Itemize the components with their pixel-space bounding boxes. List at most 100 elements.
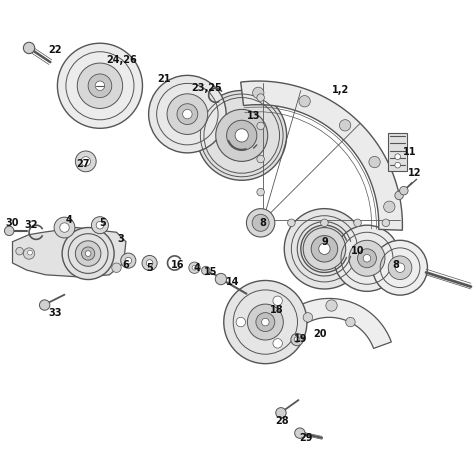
Text: 6: 6 bbox=[123, 260, 129, 270]
Circle shape bbox=[177, 104, 198, 125]
Circle shape bbox=[288, 219, 295, 227]
Circle shape bbox=[294, 337, 300, 342]
Circle shape bbox=[121, 253, 136, 268]
Circle shape bbox=[4, 226, 14, 236]
Circle shape bbox=[256, 313, 275, 331]
Circle shape bbox=[142, 255, 157, 271]
Text: 22: 22 bbox=[48, 46, 62, 55]
Circle shape bbox=[75, 241, 101, 266]
Circle shape bbox=[167, 94, 208, 135]
Circle shape bbox=[303, 313, 313, 322]
Circle shape bbox=[257, 94, 264, 101]
Circle shape bbox=[39, 300, 50, 310]
Circle shape bbox=[262, 318, 269, 326]
Circle shape bbox=[346, 318, 355, 327]
Circle shape bbox=[88, 74, 112, 98]
Circle shape bbox=[82, 247, 95, 260]
Polygon shape bbox=[241, 81, 402, 230]
Circle shape bbox=[257, 188, 264, 196]
Circle shape bbox=[334, 225, 400, 292]
Circle shape bbox=[23, 248, 35, 259]
Circle shape bbox=[382, 219, 390, 227]
Text: 32: 32 bbox=[25, 220, 38, 230]
Circle shape bbox=[75, 151, 96, 172]
Circle shape bbox=[81, 156, 91, 166]
Text: 14: 14 bbox=[226, 277, 239, 287]
Circle shape bbox=[257, 155, 264, 163]
Text: 27: 27 bbox=[77, 159, 90, 169]
Circle shape bbox=[112, 263, 121, 273]
Circle shape bbox=[16, 247, 23, 255]
Circle shape bbox=[400, 186, 408, 195]
Text: 5: 5 bbox=[99, 218, 106, 228]
Circle shape bbox=[349, 240, 385, 276]
Circle shape bbox=[60, 223, 69, 232]
Circle shape bbox=[27, 250, 32, 255]
Circle shape bbox=[354, 219, 361, 227]
Circle shape bbox=[295, 428, 305, 438]
Circle shape bbox=[215, 273, 227, 285]
Circle shape bbox=[201, 266, 210, 275]
Text: 4: 4 bbox=[193, 263, 200, 273]
Circle shape bbox=[326, 300, 337, 311]
Text: 12: 12 bbox=[408, 168, 421, 178]
Circle shape bbox=[95, 81, 105, 91]
Circle shape bbox=[363, 255, 371, 262]
Circle shape bbox=[197, 91, 287, 180]
Text: 33: 33 bbox=[48, 308, 62, 318]
Circle shape bbox=[224, 281, 307, 364]
Circle shape bbox=[125, 257, 132, 264]
Circle shape bbox=[96, 221, 104, 229]
Text: 8: 8 bbox=[260, 218, 266, 228]
Circle shape bbox=[62, 228, 114, 280]
Text: 30: 30 bbox=[6, 218, 19, 228]
Text: 4: 4 bbox=[66, 216, 73, 226]
Circle shape bbox=[395, 154, 401, 159]
Text: 10: 10 bbox=[351, 246, 364, 256]
Circle shape bbox=[383, 201, 395, 212]
Circle shape bbox=[395, 191, 403, 200]
Text: 15: 15 bbox=[204, 267, 218, 277]
Circle shape bbox=[182, 109, 192, 119]
Circle shape bbox=[91, 217, 109, 234]
Circle shape bbox=[216, 109, 268, 161]
Circle shape bbox=[54, 217, 75, 238]
Circle shape bbox=[85, 251, 91, 256]
Circle shape bbox=[77, 63, 123, 109]
Text: 18: 18 bbox=[270, 305, 284, 315]
Circle shape bbox=[146, 260, 153, 266]
Circle shape bbox=[257, 122, 264, 130]
Circle shape bbox=[319, 243, 330, 255]
Text: 16: 16 bbox=[171, 260, 185, 270]
Text: 1,2: 1,2 bbox=[332, 85, 350, 95]
Circle shape bbox=[149, 75, 226, 153]
Polygon shape bbox=[388, 133, 407, 171]
Circle shape bbox=[57, 43, 143, 128]
Circle shape bbox=[273, 338, 283, 348]
Circle shape bbox=[253, 87, 264, 99]
Circle shape bbox=[357, 249, 376, 268]
Circle shape bbox=[192, 265, 197, 270]
Text: 28: 28 bbox=[275, 416, 289, 426]
Text: 8: 8 bbox=[392, 260, 399, 270]
Circle shape bbox=[23, 42, 35, 54]
Circle shape bbox=[369, 156, 380, 168]
Circle shape bbox=[246, 209, 275, 237]
Polygon shape bbox=[12, 228, 126, 277]
Text: 20: 20 bbox=[313, 329, 327, 339]
Text: 24,26: 24,26 bbox=[106, 55, 137, 65]
Circle shape bbox=[189, 262, 200, 273]
Circle shape bbox=[227, 120, 257, 151]
Text: 29: 29 bbox=[299, 433, 312, 443]
Circle shape bbox=[235, 129, 248, 142]
Circle shape bbox=[252, 214, 269, 231]
Circle shape bbox=[284, 209, 365, 289]
Circle shape bbox=[339, 119, 351, 131]
Circle shape bbox=[311, 236, 337, 262]
Text: 9: 9 bbox=[321, 237, 328, 247]
Circle shape bbox=[236, 318, 246, 327]
Circle shape bbox=[291, 333, 303, 346]
Text: 23,25: 23,25 bbox=[191, 83, 222, 93]
Text: 13: 13 bbox=[247, 111, 260, 121]
Text: 5: 5 bbox=[146, 263, 153, 273]
